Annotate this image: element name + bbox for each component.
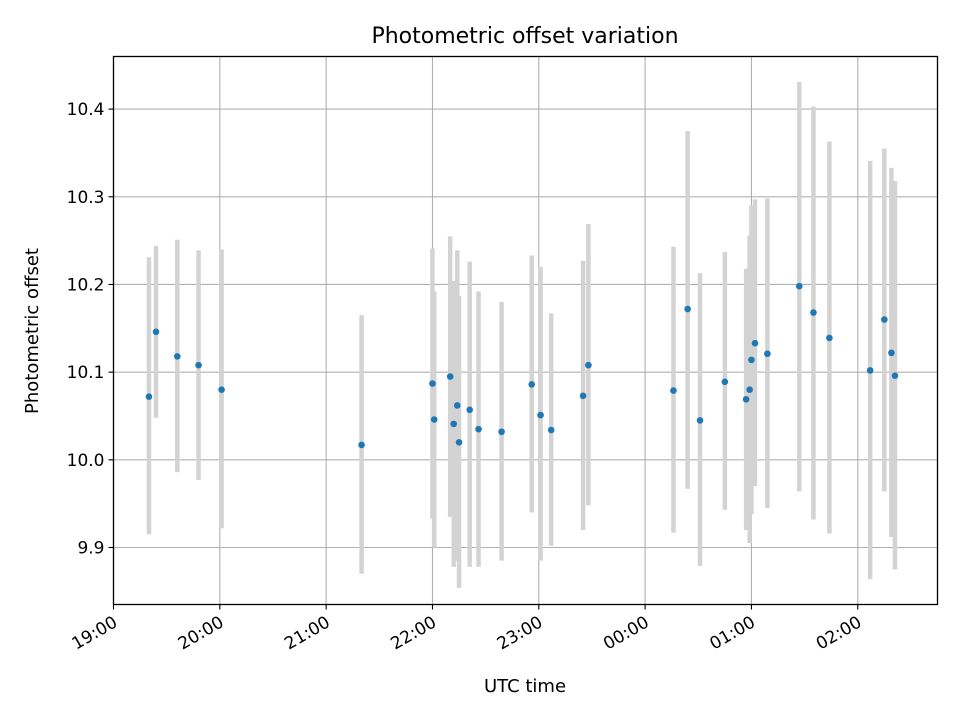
data-point	[866, 367, 874, 374]
data-point	[795, 282, 803, 290]
data-point	[751, 339, 759, 347]
x-tick-label: 00:00	[600, 613, 652, 655]
data-point	[152, 328, 160, 336]
data-point	[891, 372, 899, 379]
x-tick-label: 21:00	[281, 613, 333, 655]
data-point	[173, 353, 181, 360]
data-point	[455, 438, 463, 446]
data-point	[888, 349, 895, 357]
x-tick-label: 23:00	[494, 613, 546, 655]
data-point	[748, 356, 755, 364]
data-point	[429, 380, 436, 387]
data-point	[764, 350, 771, 358]
data-point	[696, 417, 704, 424]
chart-title: Photometric offset variation	[371, 24, 678, 49]
data-point	[358, 441, 365, 449]
y-tick-label: 10.2	[67, 275, 105, 295]
data-point	[579, 392, 587, 400]
data-point	[826, 334, 833, 342]
data-point	[498, 428, 505, 436]
y-axis-label: Photometric offset	[22, 248, 43, 414]
data-point	[742, 396, 750, 403]
data-point	[684, 305, 691, 313]
y-tick-label: 10.0	[67, 451, 105, 471]
data-point	[746, 386, 753, 393]
y-axis-ticks: 9.9 10.0 10.1 10.2 10.3 10.4	[67, 100, 114, 559]
data-point	[810, 309, 817, 316]
data-point	[218, 386, 225, 393]
plot-frame	[112, 55, 939, 606]
y-tick-label: 10.3	[67, 188, 105, 208]
data-point	[450, 420, 458, 428]
x-tick-label: 20:00	[175, 613, 227, 655]
x-axis-ticks: 19:00 20:00 21:00 22:00 23:00 00:00 01:00 02:00	[69, 604, 865, 655]
data-point	[585, 361, 592, 369]
y-tick-label: 10.4	[67, 100, 105, 120]
data-point	[721, 378, 729, 386]
x-tick-label: 22:00	[388, 613, 440, 655]
data-points	[145, 282, 899, 449]
data-point	[446, 373, 454, 380]
y-tick-label: 9.9	[77, 539, 104, 559]
x-tick-label: 02:00	[813, 613, 865, 655]
data-point	[547, 426, 555, 434]
x-axis-label: UTC time	[484, 676, 566, 697]
error-bars	[146, 81, 898, 588]
data-point	[670, 387, 677, 394]
data-point	[475, 425, 482, 433]
data-point	[145, 393, 153, 400]
data-point	[466, 406, 473, 414]
data-point	[430, 416, 438, 423]
data-point	[881, 316, 888, 323]
data-point	[453, 402, 461, 409]
data-point	[195, 361, 202, 369]
x-tick-label: 01:00	[707, 613, 759, 655]
data-point	[528, 381, 536, 388]
x-tick-label: 19:00	[69, 613, 121, 655]
data-point	[537, 411, 544, 419]
y-tick-label: 10.1	[67, 363, 105, 383]
